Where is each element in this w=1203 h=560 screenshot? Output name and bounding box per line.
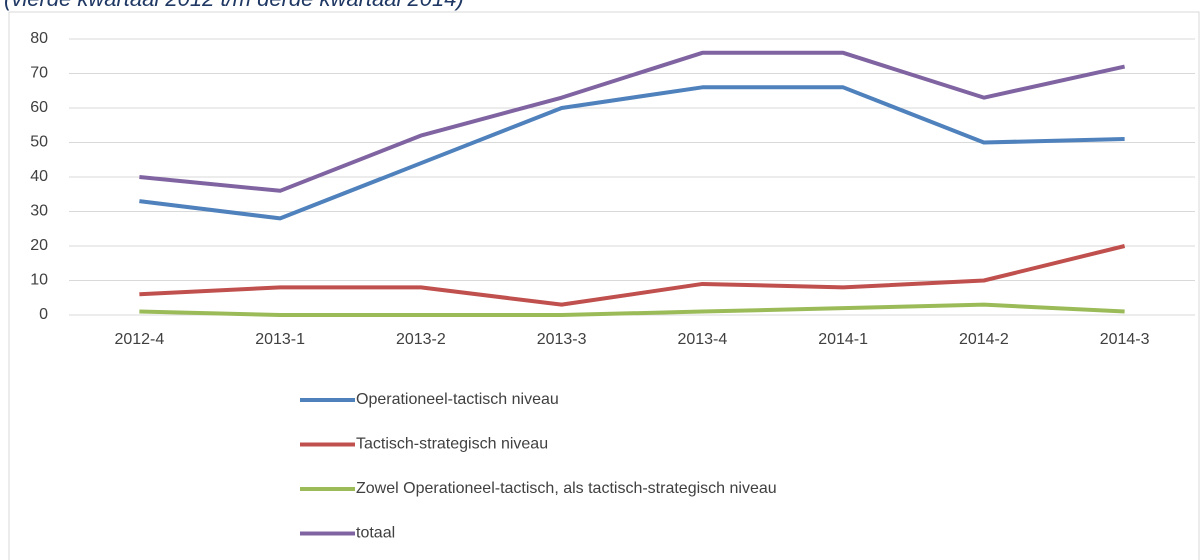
chart-border	[8, 11, 1200, 560]
x-tick-label: 2013-3	[537, 331, 587, 348]
x-tick-label: 2013-1	[255, 331, 305, 348]
y-tick-label: 60	[30, 99, 48, 116]
y-tick-label: 20	[30, 237, 48, 254]
legend-label: Zowel Operationeel-tactisch, als tactisc…	[356, 480, 777, 497]
legend-label: totaal	[356, 525, 395, 542]
x-tick-label: 2014-3	[1100, 331, 1150, 348]
legend-label: Operationeel-tactisch niveau	[356, 391, 559, 408]
y-tick-label: 50	[30, 134, 48, 151]
series-line	[139, 50, 1126, 193]
x-tick-label: 2012-4	[114, 331, 164, 348]
series-line	[139, 85, 1125, 221]
series-line	[139, 244, 1126, 307]
x-tick-label: 2013-2	[396, 331, 446, 348]
y-tick-label: 0	[39, 306, 48, 323]
y-tick-label: 10	[30, 272, 48, 289]
chart-subtitle: (vierde kwartaal 2012 t/m derde kwartaal…	[4, 0, 464, 11]
x-tick-label: 2013-4	[677, 331, 727, 348]
y-tick-label: 80	[30, 30, 48, 47]
y-tick-label: 30	[30, 203, 48, 220]
x-tick-label: 2014-1	[818, 331, 868, 348]
y-tick-label: 70	[30, 65, 48, 82]
x-tick-label: 2014-2	[959, 331, 1009, 348]
series-line	[139, 302, 1125, 317]
legend-label: Tactisch-strategisch niveau	[356, 436, 548, 453]
y-tick-label: 40	[30, 168, 48, 185]
